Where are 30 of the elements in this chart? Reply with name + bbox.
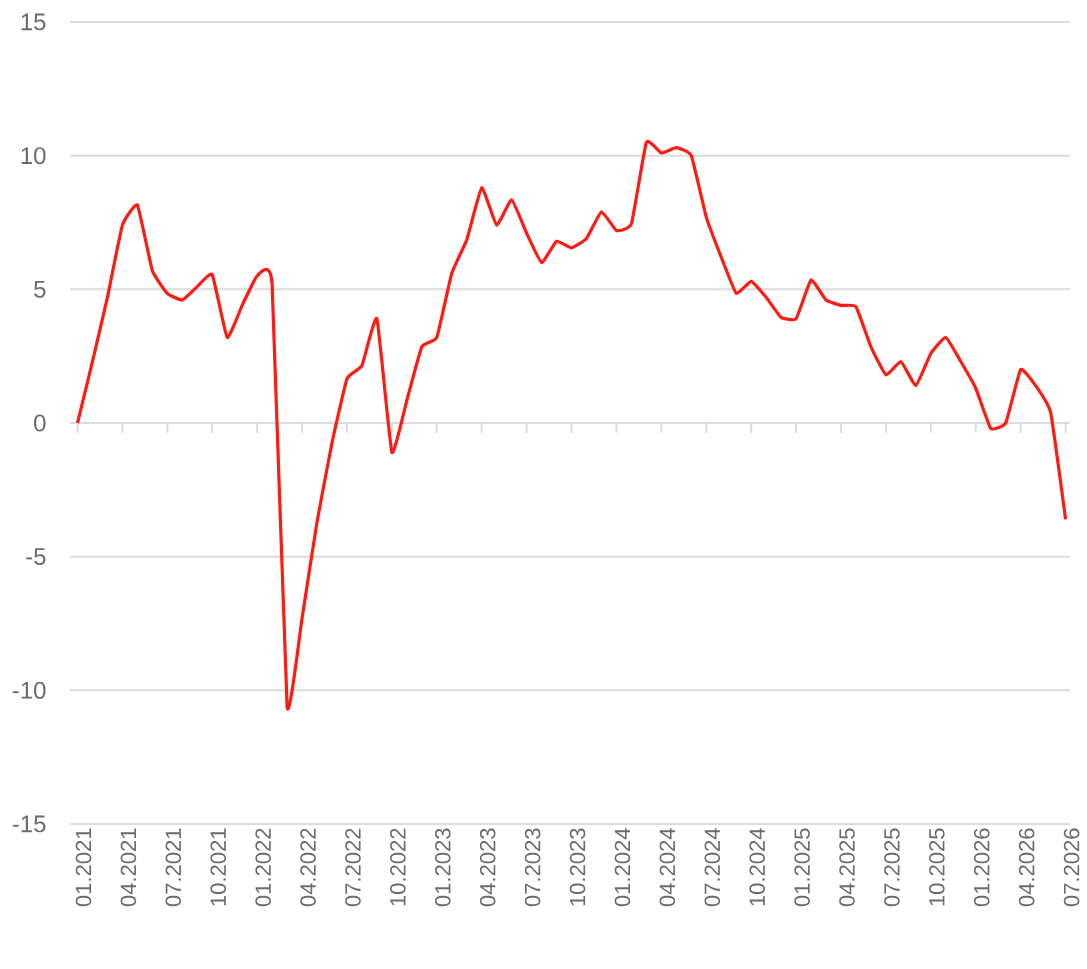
y-tick-label: -10 (12, 681, 46, 699)
x-tick-label: 07.2024 (704, 828, 721, 907)
x-tick-label: 01.2023 (435, 828, 451, 907)
x-tick-label: 04.2023 (479, 828, 496, 907)
y-tick-label: -15 (12, 815, 46, 833)
x-tick-label: 04.2021 (120, 828, 137, 907)
x-tick-label: 07.2022 (345, 828, 361, 907)
y-tick-label: 15 (21, 13, 46, 31)
x-tick-label: 10.2022 (390, 828, 406, 906)
x-tick-label: 01.2022 (255, 828, 271, 907)
x-tick-label: 10.2021 (210, 828, 227, 906)
x-tick-label: 07.2023 (524, 828, 541, 907)
x-tick-label: 10.2024 (749, 828, 765, 906)
x-tick-label: 04.2025 (839, 828, 855, 907)
x-tick-label: 10.2025 (929, 828, 945, 906)
x-tick-label: 07.2026 (1063, 828, 1080, 907)
x-tick-label: 01.2026 (973, 828, 990, 907)
x-tick-label: 01.2025 (794, 828, 810, 907)
x-tick-label: 10.2023 (569, 828, 586, 906)
y-tick-label: 5 (34, 280, 46, 298)
x-tick-label: 04.2022 (300, 828, 316, 907)
x-tick-label: 04.2024 (659, 828, 676, 907)
x-tick-label: 01.2024 (614, 828, 631, 907)
y-tick-label: 10 (21, 147, 46, 165)
x-tick-label: 07.2021 (165, 828, 182, 907)
x-tick-label: 04.2026 (1018, 828, 1035, 907)
y-tick-label: 0 (34, 414, 46, 432)
x-tick-label: 07.2025 (884, 828, 900, 907)
x-tick-label: 01.2021 (75, 828, 92, 907)
y-tick-label: -5 (26, 548, 46, 566)
